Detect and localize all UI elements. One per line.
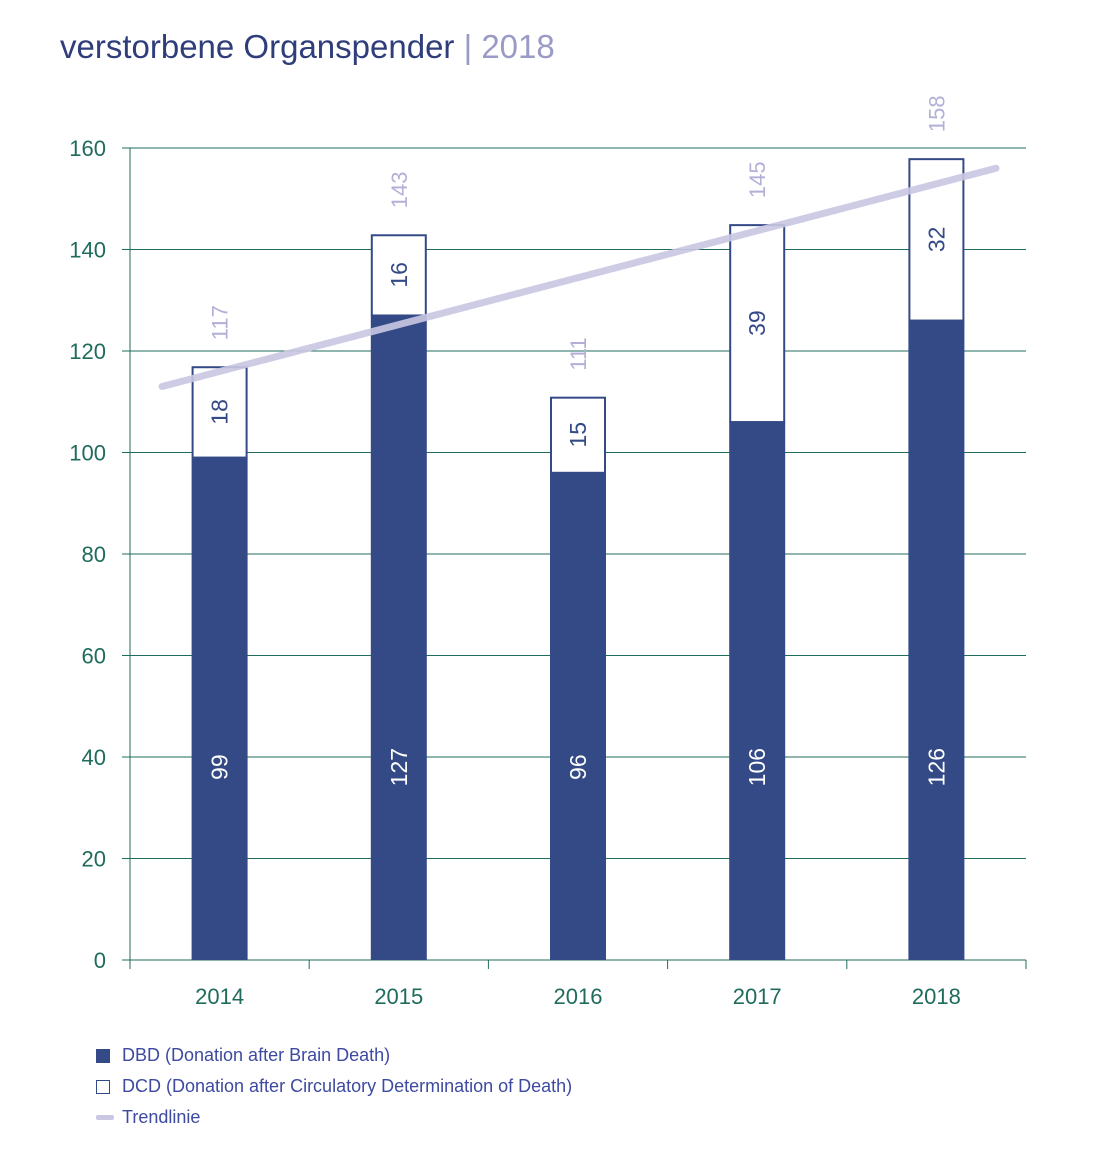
title-separator: | [463,28,473,65]
bar-dbd [370,315,427,961]
y-tick-label: 100 [69,441,106,466]
x-tick-label: 2018 [912,984,961,1009]
dbd-swatch [96,1048,110,1063]
x-tick-label: 2015 [374,984,423,1009]
total-label: 145 [745,161,770,198]
bar-dbd [550,472,606,960]
y-tick-label: 40 [82,745,106,770]
data-label-dcd: 15 [565,422,591,448]
title-year: 2018 [481,28,555,65]
bar-dbd [729,422,786,960]
legend: DBD (Donation after Brain Death) DCD (Do… [96,1040,572,1133]
total-label: 117 [208,305,233,340]
y-tick-label: 0 [94,948,106,973]
bar-dcd [729,224,786,424]
dcd-swatch [96,1079,110,1094]
trend-swatch [96,1115,114,1120]
total-label: 143 [387,172,412,209]
bar-dcd [191,366,248,459]
y-tick-label: 60 [82,644,106,669]
x-tick-label: 2017 [733,984,782,1009]
bar-dcd [550,396,606,474]
data-label-dcd: 32 [923,227,949,253]
data-label-dcd: 39 [744,310,770,336]
y-tick-label: 120 [69,339,106,364]
data-label-dbd: 96 [565,754,591,780]
title-main: verstorbene Organspender [60,28,455,65]
bar-dbd [908,320,965,960]
y-tick-label: 160 [69,136,106,161]
data-label-dbd: 106 [744,748,770,786]
bar-dbd [191,457,248,960]
legend-label-trend: Trendlinie [122,1107,201,1127]
x-tick-label: 2014 [195,984,244,1009]
legend-item-trend: Trendlinie [96,1102,572,1133]
y-tick-label: 80 [82,542,106,567]
y-tick-label: 20 [82,847,106,872]
legend-item-dcd: DCD (Donation after Circulatory Determin… [96,1071,572,1102]
x-tick-label: 2016 [554,984,603,1009]
data-label-dcd: 18 [207,399,233,425]
total-label: 111 [566,337,591,370]
data-label-dcd: 16 [386,262,412,288]
trend-line [158,164,1000,391]
legend-label-dbd: DBD (Donation after Brain Death) [122,1045,391,1065]
total-label: 158 [924,95,949,132]
legend-label-dcd: DCD (Donation after Circulatory Determin… [122,1076,573,1096]
bar-dcd [370,234,427,317]
data-label-dbd: 99 [207,754,233,780]
legend-item-dbd: DBD (Donation after Brain Death) [96,1040,572,1071]
data-label-dbd: 126 [923,748,949,786]
chart-title: verstorbene Organspender | 2018 [60,28,555,66]
data-label-dbd: 127 [386,748,412,786]
y-tick-label: 140 [69,238,106,263]
